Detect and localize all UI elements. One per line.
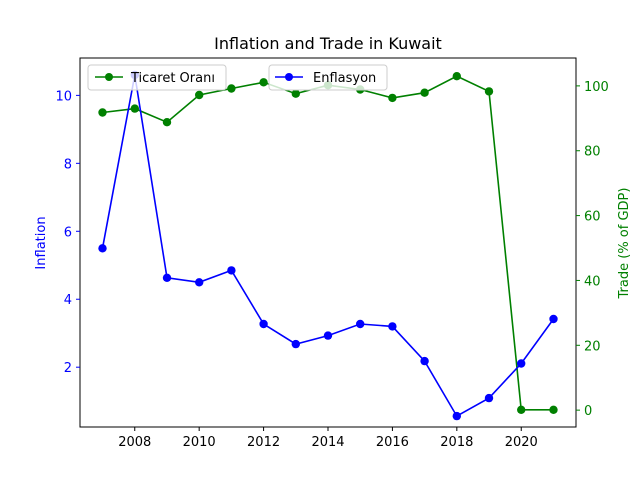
legend-inflation: Enflasyon — [268, 64, 388, 91]
right-y-tick-label: 60 — [584, 210, 601, 225]
trade-point — [291, 89, 300, 98]
inflation-point — [323, 331, 333, 340]
trade-point — [549, 405, 558, 414]
trade-point — [130, 104, 139, 113]
trade-point — [517, 405, 526, 414]
legend-label: Ticaret Oranı — [130, 71, 215, 86]
inflation-point — [356, 319, 365, 329]
right-y-tick-label: 100 — [584, 80, 609, 95]
inflation-point — [162, 273, 172, 282]
left-y-tick-label: 10 — [55, 89, 72, 104]
inflation-point — [484, 393, 494, 403]
inflation-series — [98, 70, 558, 421]
inflation-point — [259, 319, 268, 329]
legend-marker — [285, 73, 293, 81]
x-tick-label: 2012 — [247, 435, 280, 450]
inflation-point — [452, 411, 461, 421]
legend-frame — [87, 64, 227, 91]
left-y-axis: 2 4 6 8 10 — [55, 89, 80, 376]
inflation-point — [517, 359, 526, 368]
x-tick-label: 2014 — [311, 435, 344, 450]
inflation-point — [291, 339, 300, 349]
trade-point — [484, 87, 494, 96]
right-y-axis: 0 20 40 60 80 100 — [576, 80, 609, 419]
right-y-tick-label: 20 — [584, 339, 601, 354]
trade-series — [98, 72, 558, 414]
right-y-tick-label: 80 — [584, 145, 601, 160]
legend-trade: Ticaret Oranı — [87, 64, 227, 91]
x-axis: 2008 2010 2012 2014 2016 2018 2020 — [118, 427, 538, 450]
left-y-tick-label: 4 — [64, 293, 72, 308]
legend-frame — [268, 64, 388, 91]
legend-label: Enflasyon — [313, 71, 376, 86]
trade-point — [227, 84, 236, 93]
trade-point — [420, 88, 429, 97]
left-y-tick-label: 8 — [64, 157, 72, 172]
x-tick-label: 2008 — [118, 435, 151, 450]
trade-point — [452, 72, 461, 81]
left-axis-label: Inflation — [34, 216, 49, 269]
right-axis-label: Trade (% of GDP) — [617, 188, 632, 300]
trade-point — [98, 108, 107, 117]
inflation-point — [388, 322, 397, 331]
right-y-tick-label: 0 — [584, 404, 592, 419]
trade-point — [162, 118, 172, 127]
inflation-point — [227, 266, 236, 275]
x-tick-label: 2018 — [440, 435, 473, 450]
left-y-tick-label: 6 — [64, 225, 72, 240]
x-tick-label: 2020 — [505, 435, 538, 450]
right-y-tick-label: 40 — [584, 274, 601, 289]
inflation-point — [549, 314, 558, 324]
x-tick-label: 2010 — [183, 435, 216, 450]
trade-point — [388, 93, 397, 103]
trade-point — [195, 90, 204, 100]
inflation-point — [420, 356, 429, 366]
x-tick-label: 2016 — [376, 435, 409, 450]
trade-point — [259, 78, 268, 87]
left-y-tick-label: 2 — [64, 361, 72, 376]
inflation-point — [98, 244, 107, 253]
inflation-point — [195, 278, 204, 287]
chart-title: Inflation and Trade in Kuwait — [214, 34, 442, 53]
legend-marker — [105, 73, 113, 81]
